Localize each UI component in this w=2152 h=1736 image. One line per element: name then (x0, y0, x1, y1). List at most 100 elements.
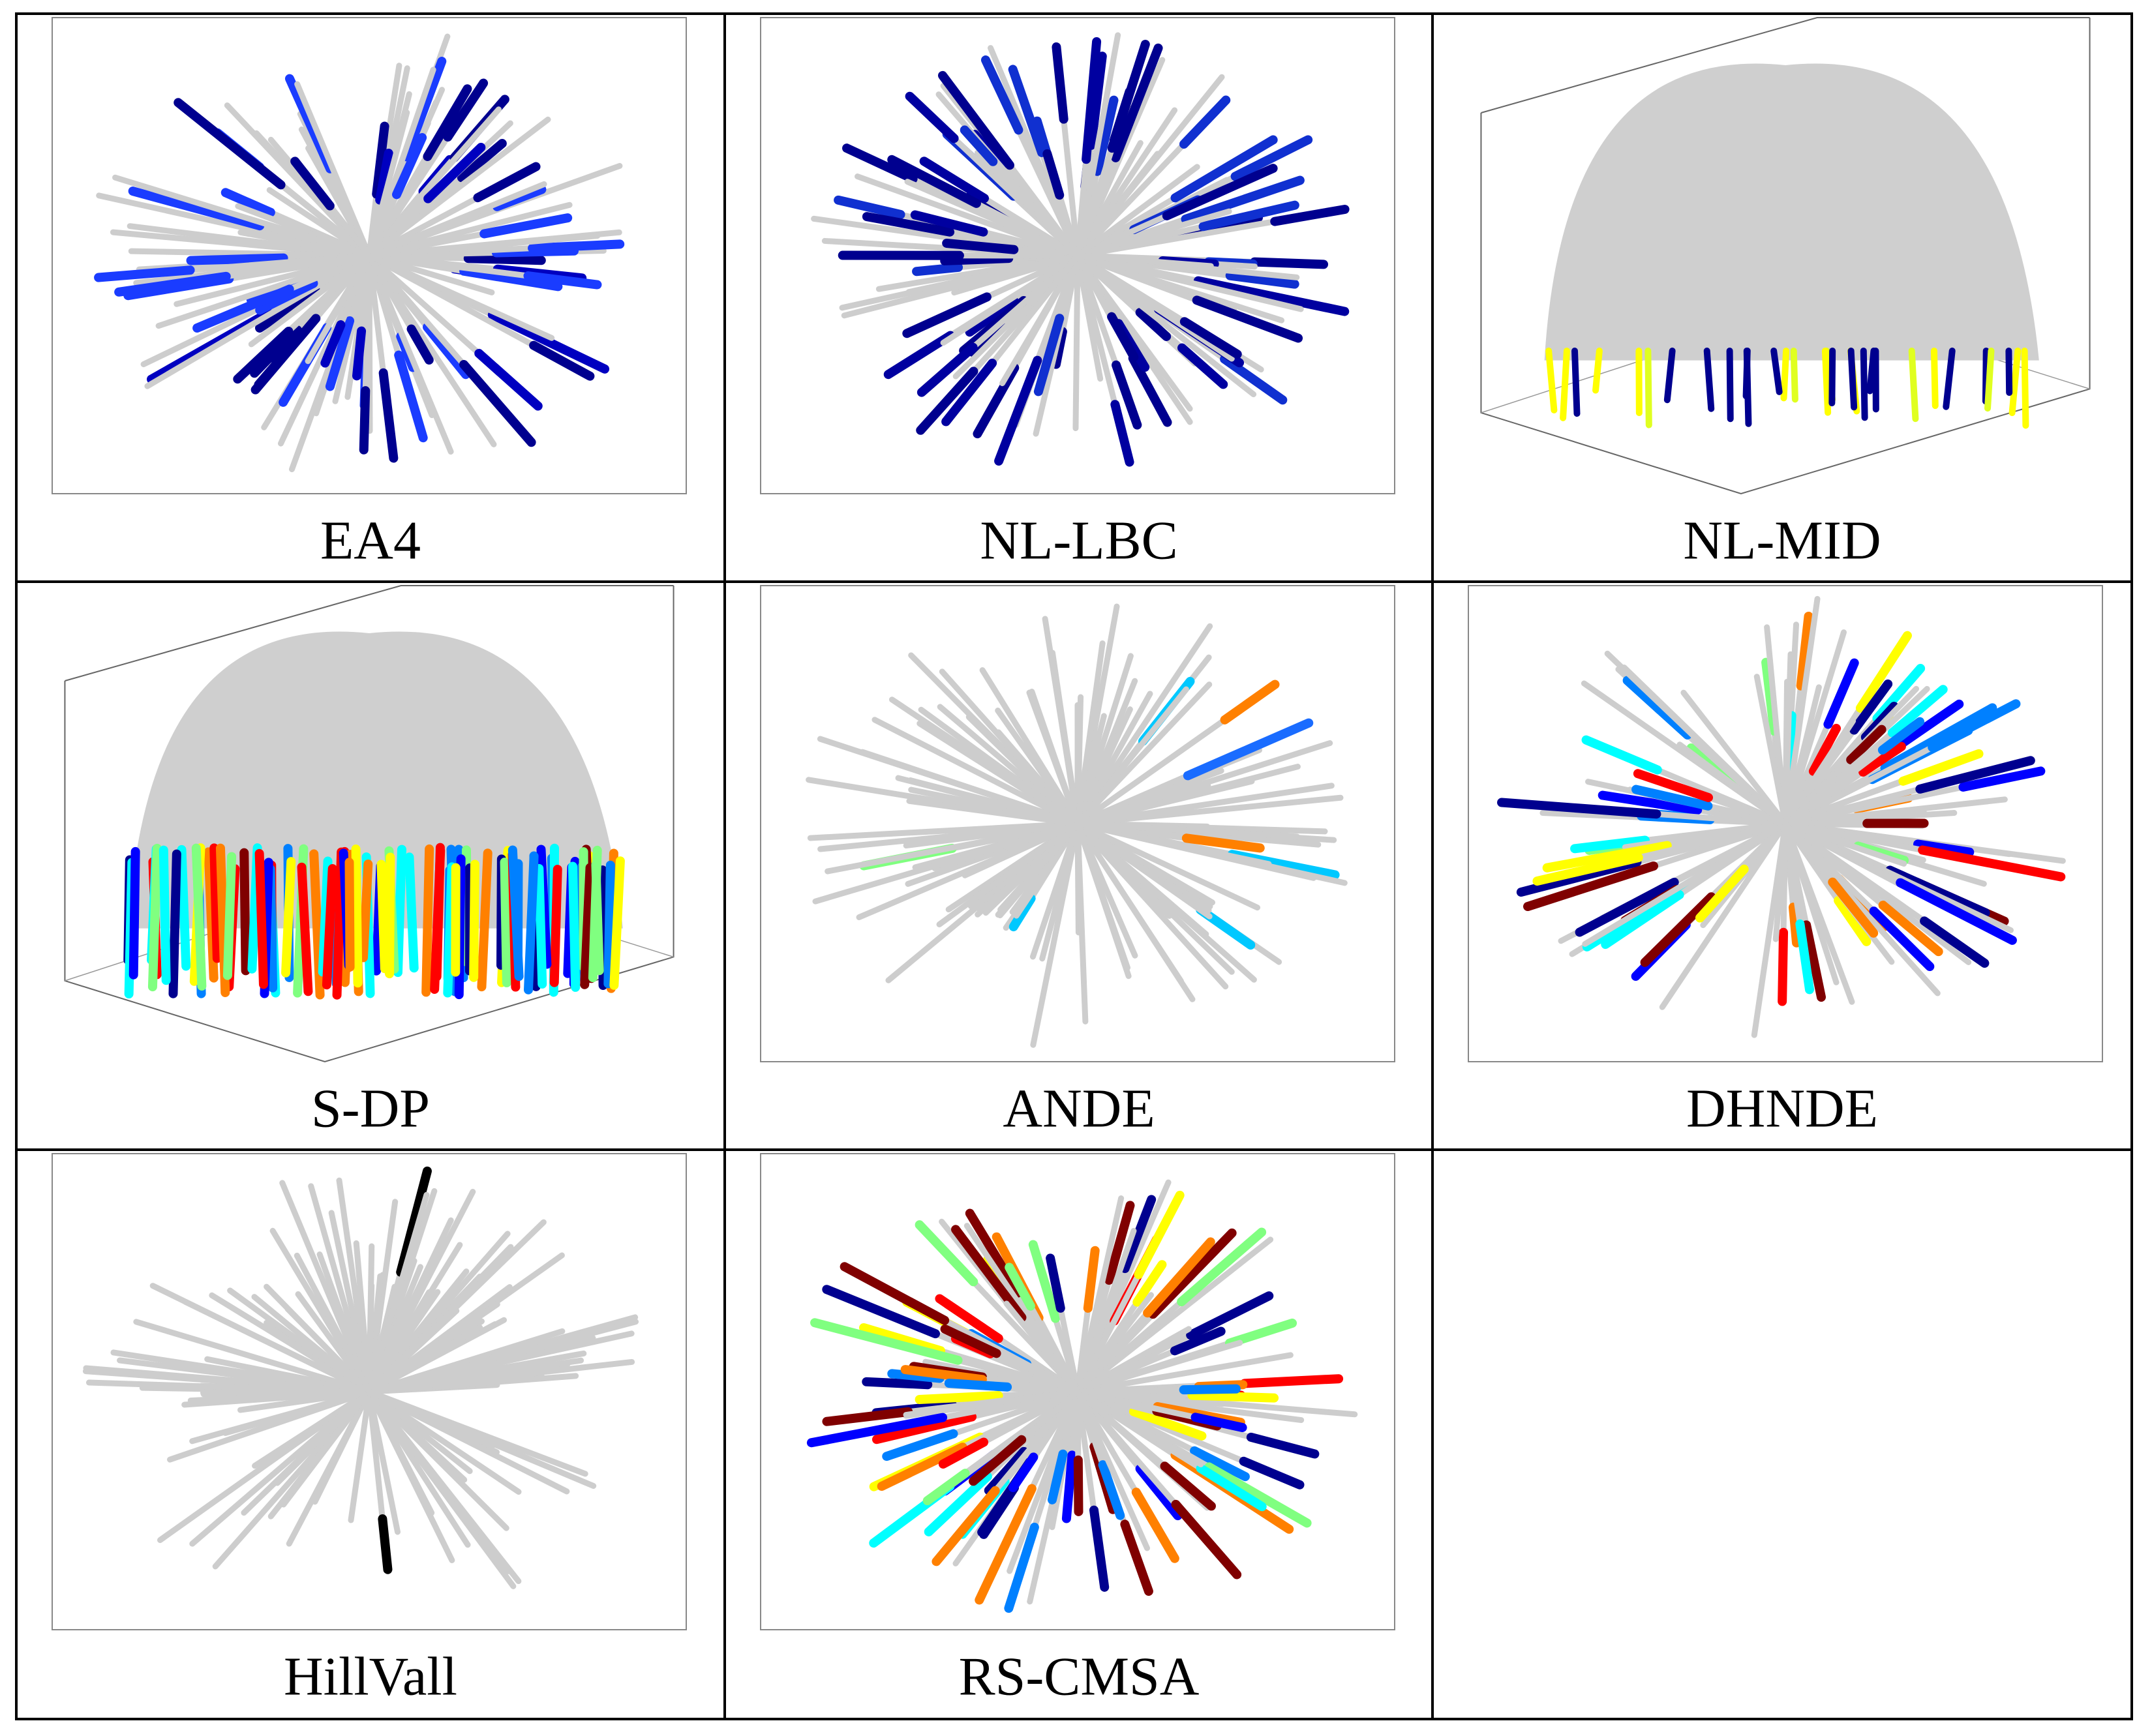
point-trail (192, 284, 294, 333)
point-trail (457, 138, 507, 183)
point-ray (1764, 624, 1789, 827)
point-trail (1601, 890, 1684, 950)
point-ray (144, 252, 372, 389)
point-ray (366, 181, 547, 259)
point-trail (1250, 257, 1329, 269)
point-trail (1181, 833, 1265, 853)
point-trail (401, 57, 447, 162)
point-ray (294, 81, 372, 259)
point-trail (1224, 1318, 1297, 1348)
point-ray (174, 252, 372, 307)
point-trail (1860, 348, 1868, 421)
point-trail (128, 187, 265, 231)
point-ray (366, 252, 555, 341)
point-trail (265, 325, 303, 363)
point-ray (1074, 820, 1089, 1025)
point-trail (1592, 348, 1603, 394)
point-trail (1858, 741, 1906, 777)
point-trail (1790, 348, 1798, 403)
panel-label: S-DP (311, 1078, 430, 1139)
point-trail (919, 157, 990, 203)
point-ray (936, 820, 1081, 927)
point-ray (1074, 820, 1213, 920)
point-trail (1120, 1195, 1157, 1274)
point-trail (1204, 1462, 1312, 1528)
point-trail (186, 253, 288, 265)
plot-frame (52, 1153, 687, 1630)
point-trail (250, 314, 321, 395)
point-trail (1663, 348, 1676, 404)
point-ray (906, 798, 1081, 827)
point-trail (1225, 271, 1299, 289)
point-trail (834, 195, 905, 219)
point-trail (463, 254, 546, 265)
point-trail (1542, 841, 1672, 873)
point-ray (958, 741, 1081, 827)
point-trail (2008, 348, 2022, 416)
point-trail (394, 350, 428, 443)
point-trail (1033, 314, 1065, 397)
plot-frame (760, 1153, 1395, 1630)
point-trail (372, 121, 389, 199)
point-trail (177, 845, 191, 971)
point-ray (187, 1388, 372, 1404)
point-trail (1872, 664, 1926, 723)
point-ray (1074, 1292, 1154, 1395)
point-trail (1571, 348, 1581, 417)
point-trail (980, 55, 1023, 135)
point-trail (325, 316, 355, 391)
point-trail (1726, 348, 1734, 423)
point-ray (940, 252, 1081, 346)
point-ray (366, 116, 551, 259)
panel-label: ANDE (1003, 1078, 1155, 1139)
point-trail (1192, 295, 1303, 343)
point-trail (917, 342, 978, 397)
point-trail (965, 1208, 1023, 1298)
panel: RS-CMSA (760, 1153, 1395, 1707)
point-ray (366, 1301, 500, 1395)
point-trail (358, 860, 373, 963)
point-trail (2021, 348, 2029, 429)
plot-frame (760, 17, 1395, 494)
point-trail (938, 1437, 989, 1469)
point-trail (209, 843, 222, 963)
point-ray (1074, 820, 1130, 971)
panel: ANDE (760, 585, 1395, 1139)
panel-label: DHNDE (1686, 1078, 1878, 1139)
point-ray (1074, 691, 1153, 827)
point-trail (973, 363, 1020, 439)
point-trail (1788, 903, 1802, 948)
point-trail (351, 845, 363, 988)
point-ray (999, 252, 1081, 387)
point-trail (1008, 65, 1047, 157)
point-trail (1143, 1237, 1215, 1318)
point-ray (904, 179, 1081, 259)
point-trail (1622, 676, 1692, 740)
point-trail (1131, 1488, 1179, 1563)
point-ray (267, 1388, 372, 1519)
plot-frame (52, 17, 687, 494)
point-trail (255, 278, 318, 315)
point-trail (359, 386, 371, 455)
point-trail (1162, 164, 1278, 220)
point-trail (1570, 835, 1650, 854)
point-ray (366, 1358, 635, 1395)
point-trail (1633, 769, 1713, 802)
point-trail (1004, 1522, 1039, 1613)
point-trail (1186, 1291, 1274, 1340)
point-ray (294, 1252, 372, 1395)
point-trail (1877, 717, 1925, 755)
point-ray (1074, 820, 1261, 911)
panel-label: EA4 (320, 510, 421, 571)
point-ray (279, 1180, 372, 1395)
point-trail (1190, 1413, 1247, 1432)
panel: DHNDE (1468, 585, 2103, 1139)
point-trail (529, 340, 595, 381)
axes-box (1480, 18, 2091, 495)
point-trail (1532, 853, 1643, 886)
point-trail (965, 296, 1019, 337)
point-trail (862, 1377, 933, 1390)
point-trail (1220, 354, 1288, 405)
point-trail (935, 1294, 1003, 1343)
